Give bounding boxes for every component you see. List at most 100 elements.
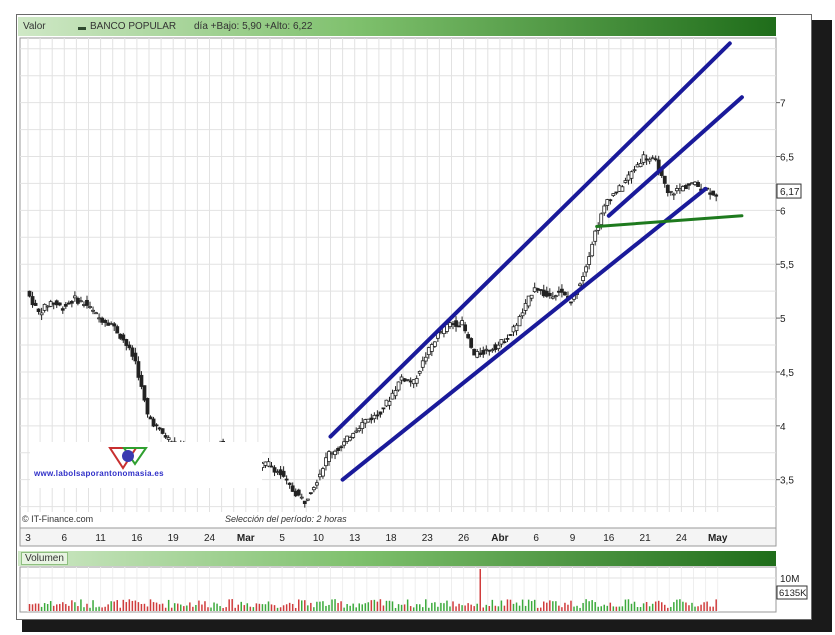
channel-upper-line [328, 41, 732, 439]
candle-body [393, 390, 398, 397]
price-axis: 3,5 4 4,5 5 5,5 6 6,5 7 6,17 [776, 99, 802, 487]
candle-body [708, 192, 713, 195]
candle-body [399, 376, 404, 381]
x-tick-label: 3 [25, 533, 31, 544]
candle-body [148, 416, 153, 420]
candle-body [475, 351, 480, 358]
y-tick-label: 5 [780, 314, 786, 325]
candle-body [381, 407, 386, 410]
x-tick-label: 6 [533, 533, 539, 544]
x-tick-label: 26 [458, 533, 470, 544]
last-price-label: 6,17 [780, 187, 800, 198]
candle-body [632, 169, 637, 172]
x-tick-label: 6 [62, 533, 68, 544]
volume-chart: 10M 6135K [19, 566, 808, 613]
candle-body [402, 378, 407, 382]
candle-body [69, 301, 74, 304]
candle-body [677, 188, 682, 191]
candle-body [33, 302, 38, 306]
candle-body [293, 490, 298, 497]
watermark: www.labolsaporantonomasia.es [30, 442, 262, 488]
candle-body [623, 180, 628, 183]
candle-body [360, 422, 365, 429]
candle-body [508, 334, 513, 336]
x-tick-label: 13 [349, 533, 361, 544]
candle-body [602, 205, 607, 214]
candle-body [275, 471, 280, 474]
candle-body [121, 334, 126, 341]
candle-body [115, 326, 120, 334]
candle-body [693, 181, 697, 185]
candle-body [423, 356, 428, 362]
candle-body [538, 289, 543, 291]
candle-body [290, 485, 295, 492]
series-swatch-icon [78, 27, 86, 30]
candle-body [351, 433, 356, 438]
candle-body [629, 171, 634, 179]
candle-body [541, 289, 546, 297]
candle-body [91, 309, 95, 312]
candle-body [51, 302, 56, 305]
candle-body [481, 350, 486, 355]
candle-body [448, 322, 452, 328]
candle-body [318, 473, 322, 478]
candle-body [472, 348, 477, 356]
candle-body [311, 487, 316, 491]
candle-body [469, 338, 474, 348]
x-tick-label: Abr [491, 533, 508, 544]
support-line [595, 214, 744, 229]
candle-body [674, 188, 679, 192]
x-tick-label: 5 [279, 533, 285, 544]
candle-body [308, 492, 313, 495]
x-tick-label: 16 [603, 533, 615, 544]
candle-body [281, 470, 286, 477]
candle-body [97, 317, 101, 320]
candle-body [523, 303, 528, 311]
candle-body [60, 308, 65, 311]
candle-body [336, 447, 340, 451]
candle-body [357, 428, 362, 432]
candle-body [296, 489, 301, 496]
day-range-stats: día +Bajo: 5,90 +Alto: 6,22 [194, 21, 313, 32]
candle-body [493, 344, 498, 350]
candle-body [139, 374, 144, 387]
x-tick-label: 16 [131, 533, 143, 544]
candle-body [599, 213, 604, 225]
price-panel-header: Valor BANCO POPULAR día +Bajo: 5,90 +Alt… [18, 17, 776, 36]
date-axis-bar [19, 527, 777, 547]
candle-body [145, 398, 150, 415]
candle-body [387, 400, 392, 406]
candle-body [112, 323, 117, 327]
candle-body [63, 303, 68, 307]
y-tick-label: 4 [780, 422, 786, 433]
candle-body [42, 303, 47, 311]
candle-body [544, 290, 549, 297]
candle-body [414, 378, 419, 384]
candle-body [466, 334, 471, 339]
date-axis: 3 6 11 16 19 24 Mar 5 10 13 18 23 26 Abr 6 9 16 21 24 May [19, 527, 777, 547]
candle-body [463, 324, 468, 332]
candle-body [711, 190, 716, 196]
x-tick-label: 11 [95, 533, 106, 544]
candle-body [635, 164, 640, 168]
candle-body [266, 461, 271, 467]
candle-body [511, 326, 516, 333]
x-tick-label: 19 [168, 533, 180, 544]
candle-body [499, 339, 504, 345]
candle-body [130, 347, 135, 357]
x-tick-label: 9 [570, 533, 576, 544]
candle-body [366, 418, 371, 423]
candle-body [103, 319, 108, 323]
candle-body [668, 190, 673, 193]
candle-body [378, 411, 383, 415]
candle-body [429, 344, 434, 352]
watermark-logo-icon [108, 447, 148, 470]
candle-body [653, 158, 658, 161]
candle-body [375, 414, 380, 417]
candle-body [390, 392, 395, 400]
candle-body [166, 437, 171, 440]
y-tick-label: 7 [780, 99, 786, 110]
x-tick-label: 21 [640, 533, 652, 544]
candle-body [535, 288, 540, 291]
candle-body [142, 385, 147, 401]
